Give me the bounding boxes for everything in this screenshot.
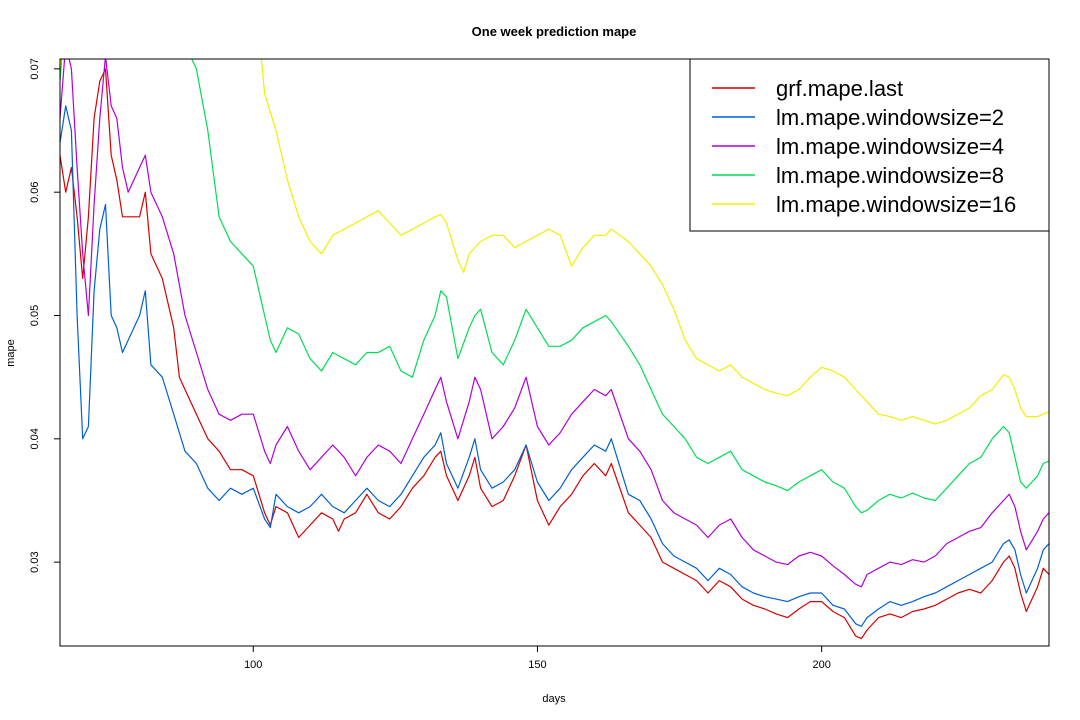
- legend-label-3: lm.mape.windowsize=4: [776, 134, 1004, 159]
- series-line-3: [60, 59, 1049, 588]
- series-line-2: [60, 105, 1049, 627]
- y-tick-label: 0.05: [29, 305, 41, 326]
- series-line-1: [60, 68, 1049, 640]
- y-tick-label: 0.06: [29, 181, 41, 202]
- x-tick-label: 200: [812, 659, 830, 671]
- y-axis-label: mape: [5, 339, 17, 367]
- legend: grf.mape.last lm.mape.windowsize=2 lm.mape…: [689, 58, 1050, 232]
- y-tick-label: 0.04: [29, 428, 41, 449]
- legend-label-5: lm.mape.windowsize=16: [776, 192, 1016, 217]
- x-axis-label: days: [542, 693, 566, 705]
- y-tick-label: 0.07: [29, 58, 41, 79]
- y-tick-label: 0.03: [29, 551, 41, 572]
- series-line-5: [60, 59, 1049, 425]
- x-tick-label: 100: [244, 659, 262, 671]
- x-axis: 100 150 200: [244, 646, 831, 671]
- plot-frame: [59, 58, 1050, 647]
- legend-label-1: grf.mape.last: [776, 76, 903, 101]
- chart-title: One week prediction mape: [472, 24, 637, 39]
- series-line-4: [60, 59, 1049, 514]
- x-tick-label: 150: [528, 659, 546, 671]
- legend-label-2: lm.mape.windowsize=2: [776, 105, 1004, 130]
- series-layer: [60, 59, 1049, 640]
- legend-label-4: lm.mape.windowsize=8: [776, 163, 1004, 188]
- y-axis: 0.03 0.04 0.05 0.06 0.07: [29, 58, 60, 573]
